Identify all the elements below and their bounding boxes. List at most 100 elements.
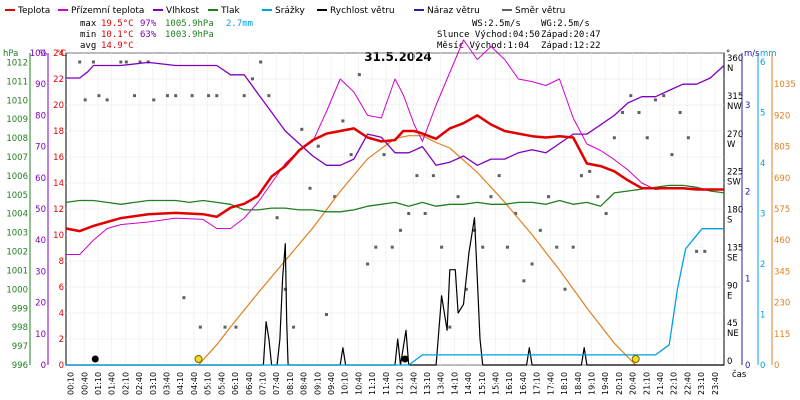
- wind-dir-point: [621, 111, 625, 114]
- wind-dir-point: [198, 325, 202, 329]
- x-tick-label: 14:10: [450, 372, 459, 395]
- wind-dir-point: [440, 245, 444, 249]
- stat-wg: WG:2.5m/s: [541, 19, 590, 29]
- x-tick-label: 15:40: [492, 372, 501, 395]
- mm-tick-label: 2: [760, 260, 765, 270]
- x-tick-label: 01:40: [108, 372, 117, 395]
- x-tick-label: 16:40: [519, 372, 528, 395]
- x-tick-label: 08:10: [286, 372, 295, 395]
- wind-dir-point: [390, 245, 394, 249]
- wind-dir-point: [612, 136, 616, 140]
- x-tick-label: 09:40: [327, 372, 336, 395]
- wind-dir-point: [579, 174, 583, 178]
- x-tick-label: 07:10: [258, 372, 267, 395]
- dir-tick-label: 360: [727, 54, 743, 64]
- degc-tick-label: 14: [53, 179, 64, 189]
- dir-tick-label: SE: [727, 253, 738, 263]
- wind-dir-point: [645, 136, 649, 140]
- wind-speed-line: [66, 217, 724, 366]
- x-tick-label: 23:10: [697, 372, 706, 395]
- hpa-tick-label: 1011: [6, 77, 28, 87]
- stat-max-press: 1005.9hPa: [165, 19, 214, 29]
- axes: 1012101110101009100810071006100510041003…: [6, 49, 795, 395]
- rain-line: [66, 228, 724, 366]
- x-tick-label: 10:40: [354, 372, 363, 395]
- wind-dir-point: [571, 245, 575, 249]
- x-tick-label: 10:10: [341, 372, 350, 395]
- legend-label: Směr větru: [515, 6, 565, 16]
- hpa-tick-label: 1010: [6, 96, 28, 106]
- axis-unit-dir: °: [726, 49, 730, 59]
- wind-dir-point: [119, 60, 123, 64]
- x-tick-label: 21:10: [642, 372, 651, 395]
- wind-dir-point: [300, 127, 304, 131]
- pressure-line: [65, 184, 725, 213]
- pct-tick-label: 100: [30, 49, 46, 59]
- wind-dir-point: [133, 94, 137, 98]
- wind-dir-point: [83, 98, 87, 102]
- wind-dir-point: [267, 94, 271, 98]
- x-tick-label: 18:40: [574, 372, 583, 395]
- degc-tick-label: 10: [53, 231, 64, 241]
- stat-sun-set: Západ:20:47: [541, 30, 601, 40]
- x-tick-label: 11:40: [382, 372, 391, 395]
- x-tick-label: 12:10: [396, 372, 405, 395]
- stat-min-label: min: [80, 30, 96, 40]
- wind-dir-point: [124, 60, 128, 64]
- dir-tick-label: N: [727, 64, 733, 74]
- dir-tick-label: E: [727, 291, 732, 301]
- wind-dir-point: [514, 212, 518, 215]
- markers: [91, 355, 640, 363]
- mm-tick-label: 1: [760, 311, 765, 321]
- hpa-tick-label: 1007: [6, 153, 28, 163]
- wind-dir-point: [423, 212, 427, 215]
- stat-avg-temp: 14.9°C: [101, 41, 134, 51]
- wind-dir-point: [407, 212, 411, 215]
- legend-label: Náraz větru: [427, 6, 480, 16]
- mm-tick-label: 3: [760, 210, 765, 220]
- chart-legend: Teplota Přízemní teplota Vlhkost Tlak Srážky…: [5, 6, 565, 16]
- wind-dir-point: [259, 60, 263, 64]
- legend-label: Vlhkost: [166, 6, 199, 16]
- pct-tick-label: 80: [35, 111, 46, 121]
- legend-label: Teplota: [17, 6, 50, 16]
- hpa-tick-label: 999: [12, 304, 28, 314]
- wind-dir-point: [670, 153, 674, 157]
- pct-tick-label: 30: [35, 267, 46, 277]
- wind-dir-point: [686, 136, 690, 140]
- dir-tick-label: 315: [727, 92, 743, 102]
- wind-dir-point: [242, 94, 246, 98]
- axis-unit-ms: m/s: [744, 49, 760, 59]
- wind-dir-point: [97, 94, 101, 98]
- pct-tick-label: 70: [35, 143, 46, 153]
- wind-dir-point: [489, 195, 493, 199]
- x-axis-label: čas: [732, 369, 747, 380]
- sol-tick-label: 460: [774, 236, 790, 246]
- wind-dir-point: [588, 169, 592, 173]
- stat-min-hum: 63%: [140, 30, 157, 40]
- x-tick-label: 02:10: [121, 372, 130, 395]
- stat-min-temp: 10.1°C: [101, 30, 134, 40]
- x-tick-label: 03:40: [163, 372, 172, 395]
- degc-tick-label: 12: [53, 205, 64, 215]
- stat-moon: Měsíc Východ:1:04: [437, 41, 529, 51]
- x-tick-label: 15:10: [478, 372, 487, 395]
- wind-dir-point: [456, 195, 460, 199]
- dir-tick-label: 225: [727, 168, 743, 178]
- hpa-tick-label: 1005: [6, 191, 28, 201]
- ms-tick-label: 3: [745, 101, 750, 111]
- sol-tick-label: 805: [774, 143, 790, 153]
- dir-tick-label: W: [727, 140, 736, 150]
- degc-tick-label: 8: [59, 257, 64, 267]
- pct-tick-label: 90: [35, 80, 46, 90]
- wind-dir-point: [662, 94, 666, 98]
- dir-tick-label: 45: [727, 319, 738, 329]
- hpa-tick-label: 1006: [6, 172, 28, 182]
- x-tick-label: 01:10: [94, 372, 103, 395]
- dir-tick-label: S: [727, 216, 732, 226]
- hpa-tick-label: 1001: [6, 266, 28, 276]
- axis-unit-hpa: hPa: [3, 49, 18, 59]
- x-tick-label: 16:10: [505, 372, 514, 395]
- ms-tick-label: 1: [745, 274, 750, 284]
- degc-tick-label: 4: [59, 309, 64, 319]
